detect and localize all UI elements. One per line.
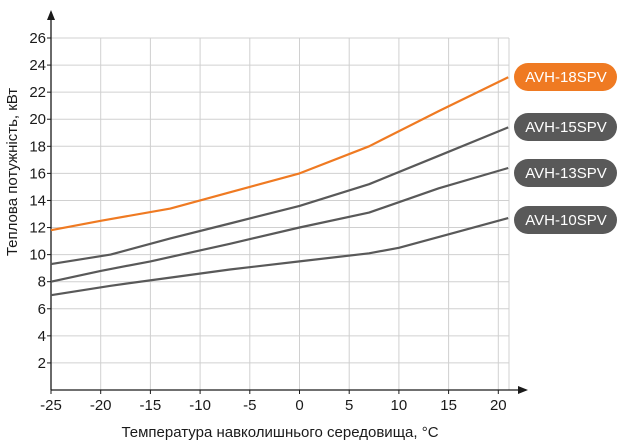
x-tick-label: -15 bbox=[140, 397, 162, 414]
y-tick-label: 20 bbox=[29, 111, 46, 128]
legend-item-avh-18spv: AVH-18SPV bbox=[514, 63, 617, 91]
x-tick-label: -20 bbox=[90, 397, 112, 414]
legend-item-avh-15spv: AVH-15SPV bbox=[514, 113, 617, 141]
series-line-avh-10spv bbox=[50, 217, 509, 297]
series-line-avh-15spv bbox=[50, 126, 509, 266]
legend-item-avh-13spv: AVH-13SPV bbox=[514, 159, 617, 187]
legend-badge bbox=[514, 63, 617, 91]
y-tick-label: 22 bbox=[29, 84, 46, 101]
x-tick-label: 0 bbox=[295, 397, 303, 414]
y-tick-label: 26 bbox=[29, 30, 46, 47]
y-tick-label: 4 bbox=[38, 328, 46, 345]
y-tick-label: 18 bbox=[29, 138, 46, 155]
legend-label: AVH-15SPV bbox=[525, 119, 606, 136]
y-tick-label: 14 bbox=[29, 192, 46, 209]
y-tick-label: 6 bbox=[38, 301, 46, 318]
legend-label: AVH-10SPV bbox=[525, 212, 606, 229]
grid bbox=[51, 37, 510, 390]
y-tick-label: 12 bbox=[29, 220, 46, 237]
legend-label: AVH-13SPV bbox=[525, 165, 606, 182]
legend-item-avh-10spv: AVH-10SPV bbox=[514, 206, 617, 234]
x-tick-label: -25 bbox=[40, 397, 62, 414]
x-tick-label: 15 bbox=[440, 397, 457, 414]
y-axis-label: Теплова потужність, кВт bbox=[4, 88, 21, 256]
y-tick-label: 2 bbox=[38, 355, 46, 372]
axes bbox=[47, 10, 528, 394]
x-tick-label: -10 bbox=[189, 397, 211, 414]
x-tick-label: -5 bbox=[243, 397, 256, 414]
x-tick-labels: -25 -20 -15 -10 -5 0 5 10 15 20 bbox=[40, 397, 506, 414]
series-line-avh-18spv bbox=[50, 76, 509, 232]
legend-badge bbox=[514, 113, 617, 141]
series-lines bbox=[50, 76, 509, 297]
x-tick-label: 20 bbox=[490, 397, 507, 414]
legend-badge bbox=[514, 206, 617, 234]
y-tick-label: 10 bbox=[29, 247, 46, 264]
series-line-avh-13spv bbox=[50, 166, 509, 283]
x-axis-arrow bbox=[518, 386, 528, 394]
x-axis-label: Температура навколишнього середовища, °С bbox=[121, 424, 438, 441]
y-tick-label: 16 bbox=[29, 165, 46, 182]
x-tick-label: 5 bbox=[345, 397, 353, 414]
y-tick-label: 8 bbox=[38, 274, 46, 291]
x-tick-label: 10 bbox=[391, 397, 408, 414]
legend: AVH-18SPV AVH-15SPV AVH-13SPV AVH-10SPV bbox=[514, 63, 617, 234]
legend-label: AVH-18SPV bbox=[525, 69, 606, 86]
y-axis-arrow bbox=[47, 10, 55, 20]
legend-badge bbox=[514, 159, 617, 187]
y-tick-label: 24 bbox=[29, 57, 46, 74]
